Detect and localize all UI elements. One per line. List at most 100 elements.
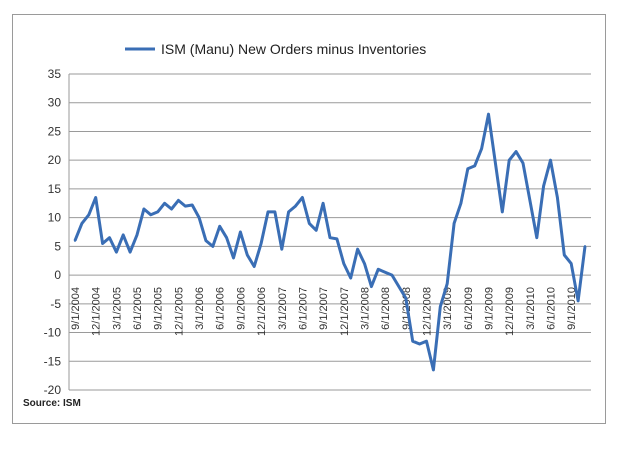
data-point	[308, 222, 311, 225]
x-tick-label: 9/1/2007	[318, 287, 330, 330]
data-point	[115, 250, 118, 254]
data-point	[418, 342, 421, 346]
data-point	[576, 299, 580, 303]
chart-frame: 35 30 25 20 15 10 5 0 -5 -10 -15 -20 9/1/2004 12/1/2…	[12, 14, 606, 424]
x-tick-label: 6/1/2008	[380, 287, 392, 330]
data-point	[246, 253, 249, 257]
data-point	[142, 207, 146, 211]
data-point	[335, 237, 339, 241]
data-point	[556, 196, 559, 199]
data-point	[73, 239, 77, 242]
data-point	[273, 210, 277, 214]
y-tick-label: 30	[48, 96, 62, 110]
line-chart: 35 30 25 20 15 10 5 0 -5 -10 -15 -20 9/1/2004 12/1/2…	[44, 41, 591, 397]
data-point	[370, 285, 373, 288]
data-point	[135, 233, 139, 237]
data-point	[122, 233, 125, 237]
data-point	[211, 245, 215, 248]
data-point	[225, 236, 228, 239]
x-tick-label: 12/1/2007	[339, 287, 351, 336]
data-point	[232, 256, 235, 260]
data-point	[501, 210, 504, 214]
x-tick-label: 12/1/2006	[256, 287, 268, 336]
x-tick-label: 6/1/2006	[215, 287, 227, 330]
data-point	[466, 167, 470, 170]
data-point	[342, 262, 345, 265]
data-point	[473, 164, 476, 168]
x-tick-label: 9/1/2010	[566, 287, 578, 330]
data-point	[583, 245, 587, 248]
data-point	[459, 202, 463, 205]
data-point	[184, 204, 187, 208]
data-point	[315, 229, 318, 232]
x-tick-label: 3/1/2007	[277, 287, 289, 330]
data-point	[197, 216, 201, 219]
y-tick-label: 20	[48, 153, 62, 167]
data-point	[259, 242, 263, 245]
data-point	[411, 339, 414, 343]
x-tick-label: 3/1/2010	[525, 287, 537, 330]
x-tick-label: 3/1/2006	[194, 287, 206, 330]
legend: ISM (Manu) New Orders minus Inventories	[125, 41, 426, 57]
y-tick-label: -10	[44, 326, 62, 340]
data-point	[397, 285, 401, 288]
x-tick-label: 3/1/2008	[359, 287, 371, 330]
x-tick-label: 12/1/2008	[421, 287, 433, 336]
data-point	[149, 213, 153, 216]
x-tick-label: 12/1/2004	[91, 287, 103, 336]
y-tick-label: 25	[48, 124, 62, 138]
data-point	[80, 222, 84, 225]
x-tick-label: 12/1/2009	[504, 287, 516, 336]
data-point	[239, 230, 242, 234]
x-tick-label: 9/1/2005	[153, 287, 165, 330]
data-point	[507, 158, 511, 162]
data-point	[128, 250, 132, 254]
data-point	[108, 236, 111, 239]
data-point	[94, 196, 97, 199]
data-point	[445, 282, 449, 285]
data-point	[287, 210, 290, 214]
data-point	[177, 199, 180, 202]
y-tick-label: 35	[48, 67, 62, 81]
data-point	[549, 158, 552, 162]
y-tick-label: 5	[54, 239, 61, 253]
x-tick-label: 9/1/2006	[235, 287, 247, 330]
data-point	[514, 150, 518, 153]
data-point	[163, 202, 166, 205]
data-point	[494, 161, 497, 165]
x-tick-label: 3/1/2005	[111, 287, 123, 330]
y-axis-ticks: 35 30 25 20 15 10 5 0 -5 -10 -15 -20	[44, 67, 62, 397]
data-point	[528, 199, 532, 202]
data-point	[170, 207, 173, 211]
data-point	[280, 248, 283, 251]
y-tick-label: -20	[44, 383, 62, 397]
data-point	[535, 236, 538, 239]
y-tick-label: 10	[48, 211, 62, 225]
y-tick-label: -5	[50, 297, 61, 311]
data-point	[383, 271, 387, 274]
gridlines	[68, 73, 591, 391]
data-point	[363, 262, 366, 265]
x-tick-label: 6/1/2009	[463, 287, 475, 330]
x-tick-label: 6/1/2010	[546, 287, 558, 330]
data-point	[87, 213, 90, 216]
data-point	[487, 113, 490, 116]
x-tick-label: 6/1/2005	[132, 287, 144, 330]
x-tick-label: 9/1/2004	[70, 287, 82, 330]
data-point	[190, 203, 194, 207]
y-tick-label: 15	[48, 182, 62, 196]
data-point	[439, 305, 442, 308]
data-point	[432, 368, 435, 372]
x-tick-label: 9/1/2009	[484, 287, 496, 330]
data-point	[156, 210, 159, 214]
data-point	[294, 204, 297, 208]
x-tick-label: 12/1/2005	[173, 287, 185, 336]
data-point	[563, 253, 566, 257]
data-point	[480, 147, 483, 150]
data-point	[570, 262, 573, 265]
data-point	[301, 196, 304, 199]
data-point	[349, 276, 352, 280]
y-tick-label: 0	[54, 268, 61, 282]
data-point	[101, 242, 104, 245]
data-point	[404, 296, 408, 300]
